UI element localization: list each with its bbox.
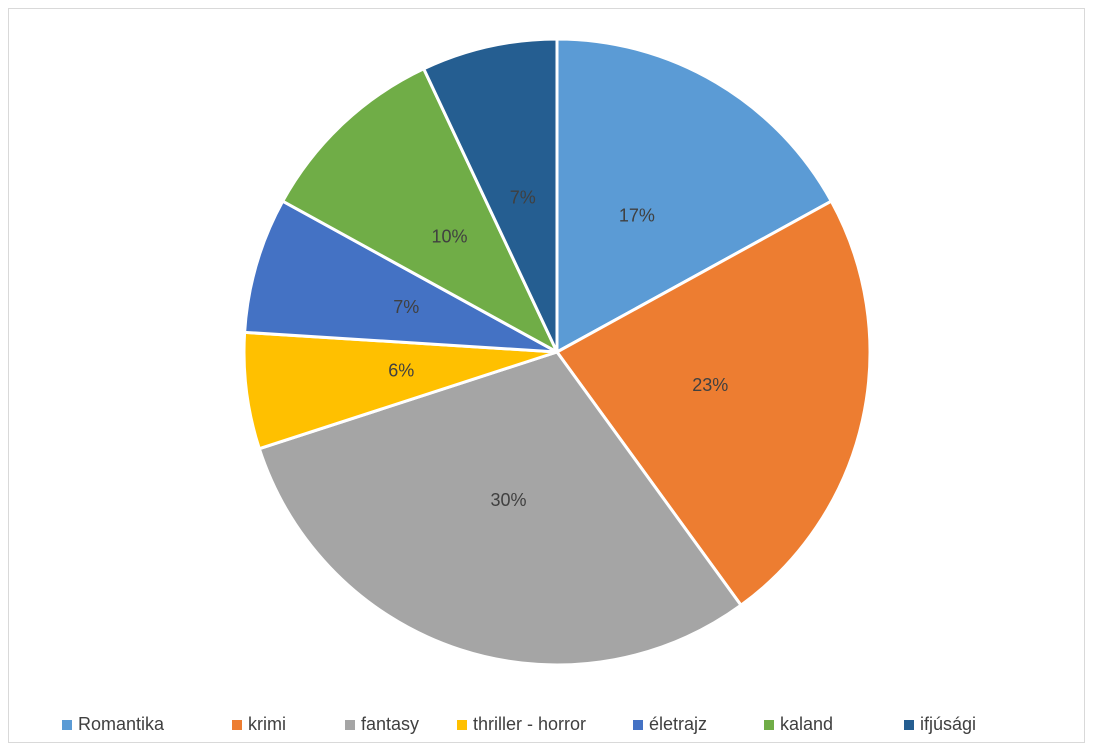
data-label: 6% [388, 360, 414, 380]
data-label: 23% [692, 375, 728, 395]
legend-marker [345, 720, 355, 730]
legend-label: thriller - horror [473, 714, 586, 734]
legend-label: fantasy [361, 714, 419, 734]
data-label: 7% [393, 297, 419, 317]
legend-marker [764, 720, 774, 730]
pie-slice [242, 330, 558, 451]
pie-slice [280, 66, 561, 356]
legend-label: életrajz [649, 714, 707, 734]
legend-marker [232, 720, 242, 730]
legend-label: kaland [780, 714, 833, 734]
legend-marker [904, 720, 914, 730]
legend-marker [633, 720, 643, 730]
legend-label: krimi [248, 714, 286, 734]
legend-label: ifjúsági [920, 714, 976, 734]
pie-slice [555, 37, 834, 355]
data-label: 10% [432, 226, 468, 246]
data-label: 17% [619, 206, 655, 226]
data-label: 30% [490, 490, 526, 510]
legend-label: Romantika [78, 714, 165, 734]
pie-slice [554, 199, 872, 608]
pie-slice [421, 37, 559, 353]
pie-slice [257, 350, 744, 667]
legend-marker [62, 720, 72, 730]
data-label: 7% [510, 188, 536, 208]
pie-slice [243, 199, 558, 354]
legend-marker [457, 720, 467, 730]
